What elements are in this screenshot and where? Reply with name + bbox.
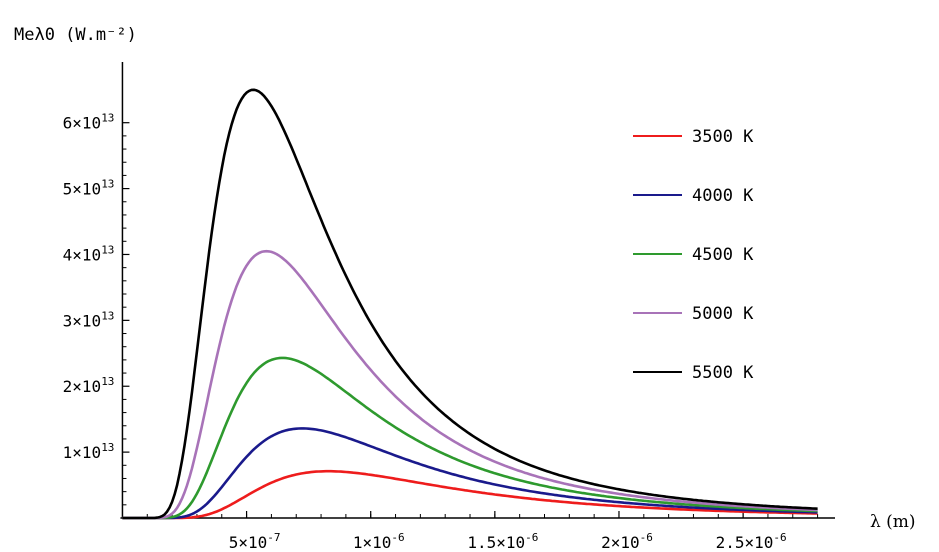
y-tick-label: 2×1013 [63,375,115,396]
series-lines [122,88,818,520]
legend-label-3500: 3500 K [692,127,754,147]
x-tick-label: 1×10-6 [353,531,405,552]
series-line-3500 [122,469,818,520]
series-line-4500 [122,356,818,520]
y-tick-label: 4×1013 [63,243,115,264]
y-tick-label: 5×1013 [63,178,115,199]
legend: 3500 K 4000 K 4500 K 5000 K 5500 K [633,127,754,383]
y-tick-label: 3×1013 [63,309,115,330]
legend-label-5000: 5000 K [692,304,754,324]
y-tick-label: 1×1013 [63,441,115,462]
y-axis-label: Meλ0 (W.m⁻²) [14,25,137,45]
y-tick-label: 6×1013 [63,112,115,133]
legend-label-4000: 4000 K [692,186,754,206]
series-line-5500 [122,88,818,520]
x-tick-label: 5×10-7 [229,531,281,552]
series-line-5000 [122,249,818,520]
legend-label-5500: 5500 K [692,363,754,383]
series-line-4000 [122,427,818,520]
axes [120,62,835,519]
x-tick-label: 2.5×10-6 [716,531,787,552]
x-tick-label: 1.5×10-6 [467,531,538,552]
x-axis-label: λ (m) [870,512,916,532]
legend-label-4500: 4500 K [692,245,754,265]
x-tick-label: 2×10-6 [601,531,653,552]
ticks: 1×1013 2×1013 3×1013 4×1013 5×1013 6×1013 5×10… [63,112,819,552]
